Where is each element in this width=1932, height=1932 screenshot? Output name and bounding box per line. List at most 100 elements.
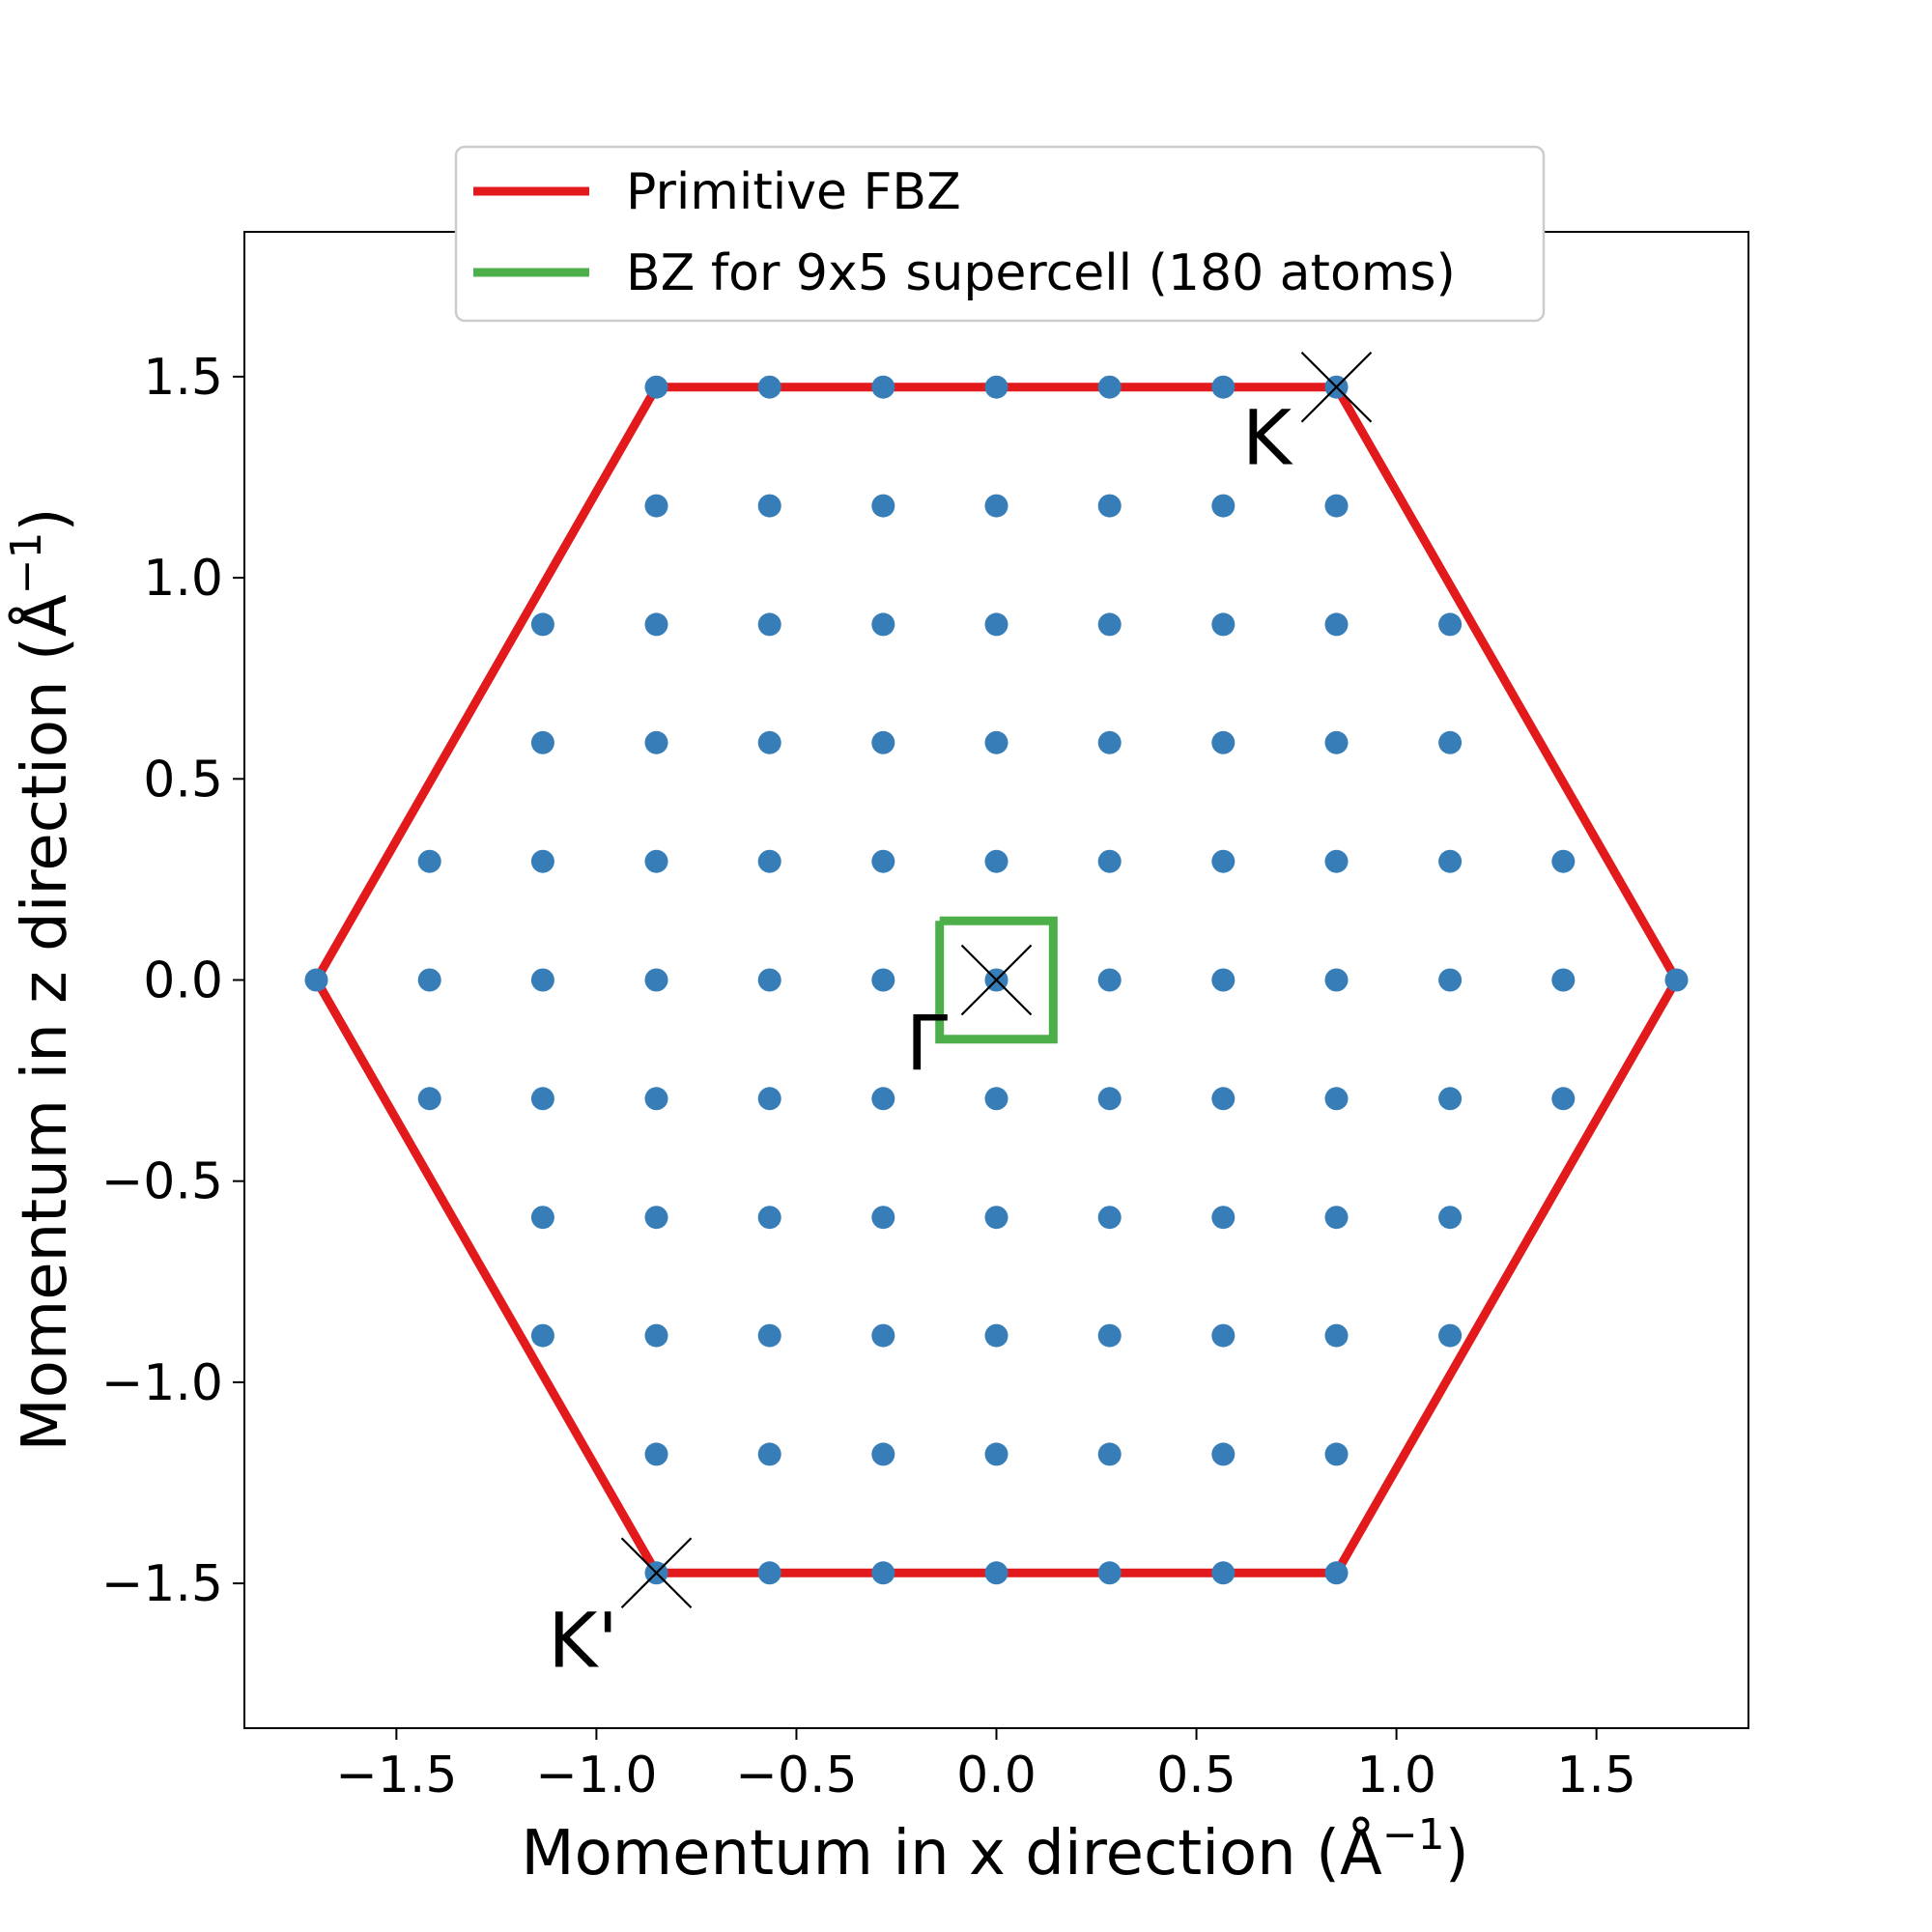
k-point: [304, 968, 328, 992]
k-point: [644, 1442, 668, 1466]
x-axis-label: Momentum in x direction (Å−1): [521, 1810, 1468, 1889]
k-point: [644, 968, 668, 992]
k-point: [757, 494, 781, 518]
k-point: [530, 849, 554, 873]
k-point: [1324, 968, 1349, 992]
k-point: [1438, 1323, 1463, 1348]
k-point: [757, 1561, 781, 1585]
x-tick-label: 1.5: [1556, 1747, 1636, 1804]
x-tick-label: 0.0: [956, 1747, 1037, 1804]
supercell-bz-line: [935, 916, 1058, 1044]
k-point: [1097, 1206, 1122, 1230]
k-point: [644, 494, 668, 518]
k-point: [1438, 849, 1463, 873]
k-point: [1097, 612, 1122, 637]
k-point: [644, 730, 668, 754]
x-tick-label: 1.0: [1356, 1747, 1436, 1804]
k-point: [871, 1087, 895, 1111]
k-point: [530, 1087, 554, 1111]
k-point: [1211, 730, 1236, 754]
k-point: [1097, 1442, 1122, 1466]
k-point: [871, 375, 895, 399]
k-point: [1324, 730, 1349, 754]
k-point: [871, 730, 895, 754]
k-point: [984, 1442, 1009, 1466]
y-tick-label: 1.0: [143, 550, 223, 608]
y-tick-label: 0.5: [143, 751, 223, 809]
k-point: [644, 1087, 668, 1111]
k-point: [871, 1442, 895, 1466]
x-tick-label: −1.5: [335, 1747, 457, 1804]
k-point: [1097, 375, 1122, 399]
k-point: [984, 494, 1009, 518]
k-point: [757, 612, 781, 637]
k-point: [757, 1087, 781, 1111]
k-point: [1211, 1561, 1236, 1585]
y-tick-label: −0.5: [101, 1153, 223, 1211]
k-point: [1211, 1087, 1236, 1111]
k-point: [417, 849, 441, 873]
k-point: [984, 612, 1009, 637]
k-point: [984, 1323, 1009, 1348]
k-point: [1551, 849, 1576, 873]
k-point: [417, 968, 441, 992]
k-point: [530, 968, 554, 992]
k-point: [1211, 612, 1236, 637]
k-point: [644, 1206, 668, 1230]
y-tick-label: −1.5: [101, 1555, 223, 1613]
k-point: [1211, 1206, 1236, 1230]
k-point: [1211, 968, 1236, 992]
y-axis-label: Momentum in z direction (Å−1): [2, 507, 81, 1451]
k-point: [984, 849, 1009, 873]
k-point: [984, 730, 1009, 754]
legend-label: Primitive FBZ: [626, 163, 961, 221]
k-point: [1438, 968, 1463, 992]
k-point: [757, 1206, 781, 1230]
y-tick-label: 1.5: [143, 349, 223, 407]
k-point: [757, 849, 781, 873]
k-point: [871, 494, 895, 518]
k-point: [530, 730, 554, 754]
k-point: [1211, 1323, 1236, 1348]
k-point: [984, 375, 1009, 399]
k-point: [757, 1442, 781, 1466]
x-tick-label: −0.5: [735, 1747, 857, 1804]
k-point-marker: [1300, 351, 1373, 423]
k-point: [1324, 494, 1349, 518]
k-point: [530, 1323, 554, 1348]
k-point: [1211, 1442, 1236, 1466]
x-tick-label: 0.5: [1156, 1747, 1236, 1804]
k-point: [871, 1561, 895, 1585]
k-point: [1551, 968, 1576, 992]
k-point: [1664, 968, 1689, 992]
k-point: [1097, 1087, 1122, 1111]
k-point: [1097, 730, 1122, 754]
k-point: [1324, 849, 1349, 873]
k-point: [644, 849, 668, 873]
k-point: [1324, 1561, 1349, 1585]
k-point: [1324, 1323, 1349, 1348]
k-point: [984, 1561, 1009, 1585]
k-point: [1324, 1442, 1349, 1466]
gamma-point-marker: [960, 944, 1033, 1016]
k-point: [871, 612, 895, 637]
k-point: [871, 1323, 895, 1348]
k-point: [1211, 849, 1236, 873]
k-point: [1324, 612, 1349, 637]
k-point: [1097, 1323, 1122, 1348]
k-point: [417, 1087, 441, 1111]
k-point: [757, 968, 781, 992]
k-point: [757, 375, 781, 399]
k-point: [757, 1323, 781, 1348]
k-point: [1551, 1087, 1576, 1111]
k-point: [530, 1206, 554, 1230]
k-prime-point-marker: [620, 1537, 693, 1609]
k-point: [1211, 375, 1236, 399]
k-point: [1438, 1206, 1463, 1230]
k-point: [644, 612, 668, 637]
x-tick-label: −1.0: [535, 1747, 657, 1804]
k-point: [530, 612, 554, 637]
k-point: [1097, 494, 1122, 518]
k-point: [757, 730, 781, 754]
k-point: [1438, 612, 1463, 637]
